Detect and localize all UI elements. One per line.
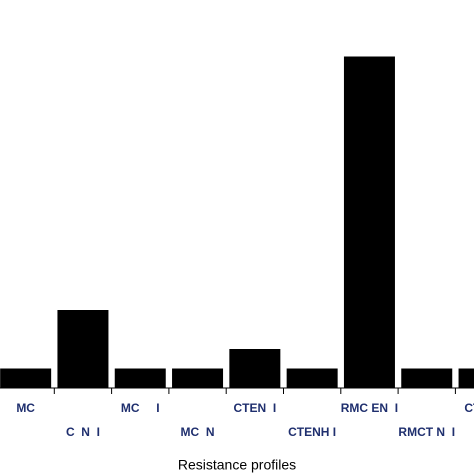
bar [172, 368, 224, 388]
bar [229, 349, 281, 388]
bar [0, 368, 52, 388]
bar [401, 368, 453, 388]
x-tick-label: RMCT N I [398, 425, 455, 439]
x-tick-label: MC N [181, 425, 215, 439]
bar [114, 368, 166, 388]
bar [458, 368, 474, 388]
bar [286, 368, 338, 388]
x-tick-label: RMC EN I [341, 401, 398, 415]
bar [343, 56, 395, 388]
x-tick-label: C N I [66, 425, 100, 439]
x-tick-label: CTEN I [234, 401, 277, 415]
x-tick-label: CTEN I [464, 401, 474, 415]
x-tick-label: CTENH I [288, 425, 336, 439]
x-axis-title: Resistance profiles [178, 457, 296, 473]
x-tick-label: MC [16, 401, 35, 415]
x-tick-label: MC I [121, 401, 160, 415]
bar [57, 310, 109, 388]
